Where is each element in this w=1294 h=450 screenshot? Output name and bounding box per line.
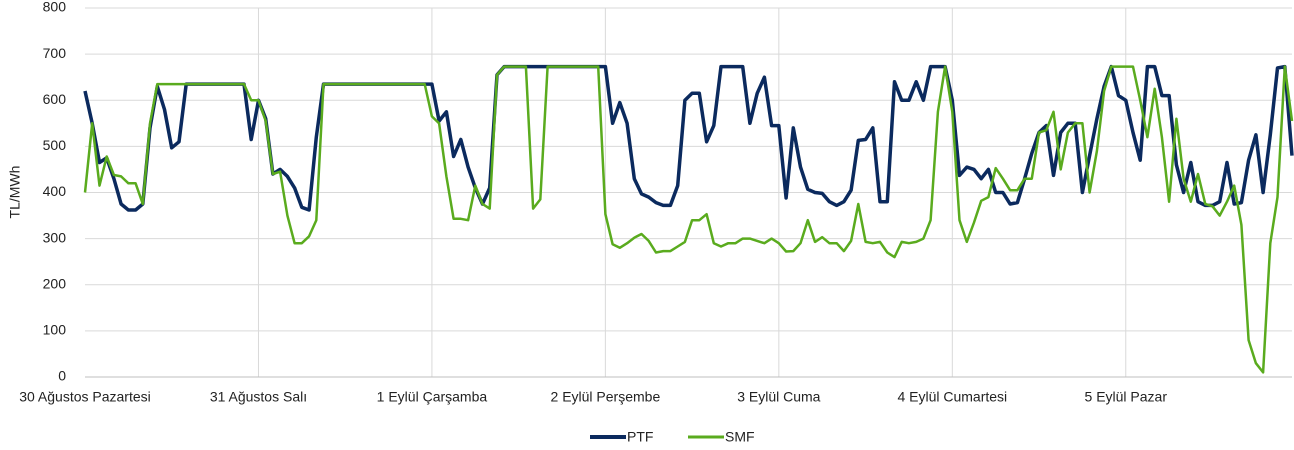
- legend-label: SMF: [725, 429, 755, 445]
- x-tick-label: 4 Eylül Cumartesi: [897, 389, 1007, 405]
- y-tick-label: 600: [43, 91, 67, 107]
- y-tick-label: 200: [43, 275, 67, 291]
- y-tick-label: 500: [43, 137, 67, 153]
- x-tick-label: 1 Eylül Çarşamba: [377, 389, 488, 405]
- series-line: [83, 64, 1294, 212]
- y-axis-title: TL/MWh: [7, 166, 23, 219]
- x-tick-label: 3 Eylül Cuma: [737, 389, 820, 405]
- y-tick-label: 0: [58, 368, 66, 384]
- x-tick-label: 5 Eylül Pazar: [1085, 389, 1168, 405]
- y-tick-label: 300: [43, 229, 67, 245]
- x-tick-label: 30 Ağustos Pazartesi: [19, 389, 151, 405]
- y-tick-label: 400: [43, 183, 67, 199]
- x-tick-label: 31 Ağustos Salı: [210, 389, 307, 405]
- y-tick-label: 800: [43, 0, 67, 15]
- series-line: [83, 65, 1294, 374]
- legend-label: PTF: [627, 429, 653, 445]
- x-tick-label: 2 Eylül Perşembe: [551, 389, 661, 405]
- y-tick-label: 100: [43, 322, 67, 338]
- y-tick-label: 700: [43, 45, 67, 61]
